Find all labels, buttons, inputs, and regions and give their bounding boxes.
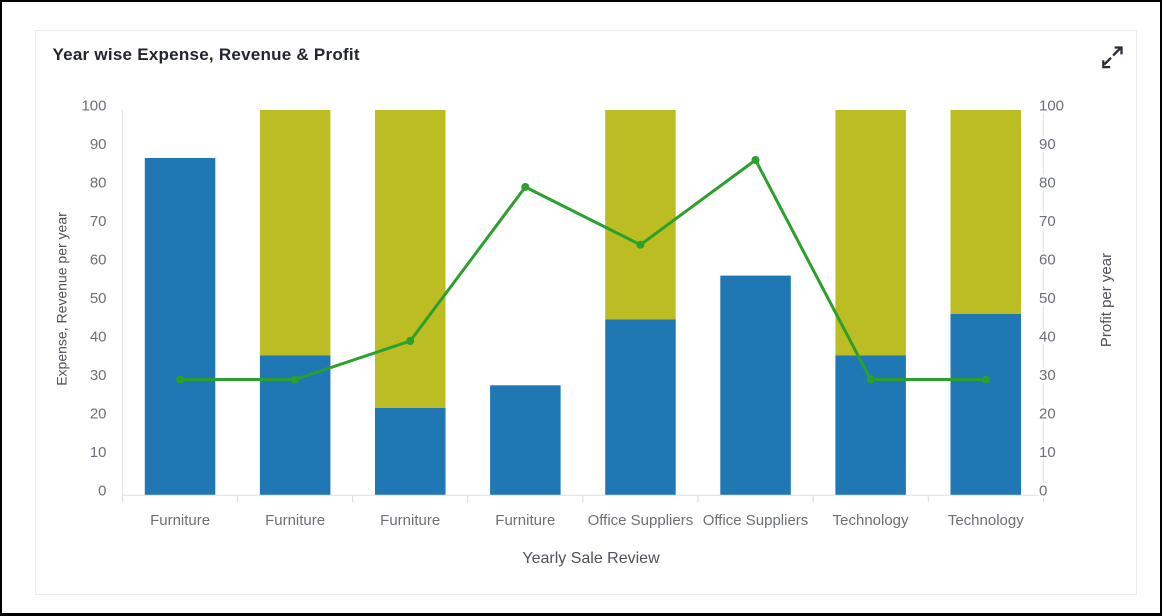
svg-text:0: 0 — [1039, 483, 1047, 500]
svg-text:50: 50 — [1039, 290, 1056, 307]
svg-text:Office Suppliers: Office Suppliers — [588, 512, 694, 529]
svg-text:Office Suppliers: Office Suppliers — [703, 512, 809, 529]
svg-text:20: 20 — [90, 406, 107, 423]
svg-text:0: 0 — [98, 483, 106, 500]
svg-text:60: 60 — [1039, 252, 1056, 269]
svg-text:Technology: Technology — [833, 512, 909, 529]
svg-text:20: 20 — [1039, 406, 1056, 423]
svg-text:Furniture: Furniture — [380, 512, 440, 529]
svg-text:70: 70 — [90, 213, 107, 230]
svg-text:40: 40 — [90, 329, 107, 346]
svg-text:80: 80 — [90, 175, 107, 192]
svg-text:10: 10 — [1039, 444, 1056, 461]
svg-text:Furniture: Furniture — [495, 512, 555, 529]
svg-text:90: 90 — [1039, 136, 1056, 153]
svg-text:60: 60 — [90, 252, 107, 269]
svg-text:Furniture: Furniture — [150, 512, 210, 529]
svg-text:90: 90 — [90, 136, 107, 153]
svg-text:80: 80 — [1039, 175, 1056, 192]
svg-text:30: 30 — [1039, 367, 1056, 384]
svg-text:70: 70 — [1039, 213, 1056, 230]
svg-text:Furniture: Furniture — [265, 512, 325, 529]
svg-text:100: 100 — [1039, 98, 1064, 115]
svg-text:100: 100 — [81, 98, 106, 115]
svg-text:40: 40 — [1039, 329, 1056, 346]
svg-text:Yearly Sale Review: Yearly Sale Review — [522, 550, 660, 567]
svg-text:50: 50 — [90, 290, 107, 307]
svg-text:30: 30 — [90, 367, 107, 384]
svg-text:10: 10 — [90, 444, 107, 461]
svg-text:Expense, Revenue per year: Expense, Revenue per year — [54, 212, 70, 386]
svg-text:Profit per year: Profit per year — [1098, 253, 1115, 347]
svg-text:Technology: Technology — [948, 512, 1024, 529]
